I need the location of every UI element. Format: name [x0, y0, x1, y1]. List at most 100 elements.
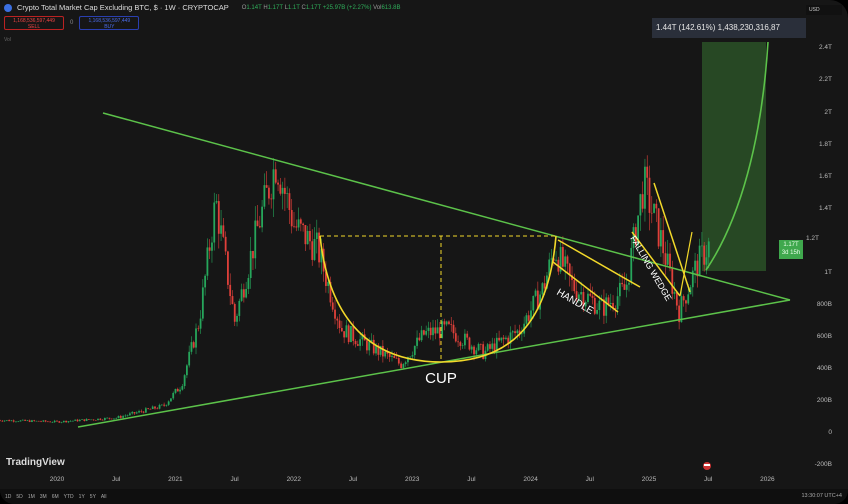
candle[interactable] — [525, 315, 528, 324]
candle[interactable] — [97, 418, 99, 421]
candle[interactable] — [429, 327, 432, 336]
candle[interactable] — [402, 364, 405, 369]
projection-curve[interactable] — [705, 41, 769, 271]
candle[interactable] — [83, 419, 86, 421]
candle[interactable] — [8, 420, 11, 422]
candle[interactable] — [486, 344, 489, 351]
candle[interactable] — [315, 232, 318, 240]
candle[interactable] — [334, 309, 336, 319]
candle[interactable] — [614, 308, 617, 310]
candle[interactable] — [425, 330, 428, 335]
candle[interactable] — [249, 250, 252, 279]
candle[interactable] — [329, 281, 332, 303]
candle[interactable] — [233, 303, 236, 322]
candle[interactable] — [468, 337, 471, 350]
candle[interactable] — [598, 300, 601, 311]
candle[interactable] — [309, 230, 311, 242]
candle[interactable] — [641, 194, 644, 209]
symbol-title[interactable]: Crypto Total Market Cap Excluding BTC, $… — [17, 3, 229, 12]
candle[interactable] — [179, 389, 181, 392]
candle[interactable] — [172, 392, 175, 399]
candle[interactable] — [675, 292, 678, 306]
candle[interactable] — [534, 290, 537, 296]
candle[interactable] — [370, 339, 373, 342]
candle[interactable] — [201, 287, 204, 319]
candle[interactable] — [639, 194, 642, 216]
candle[interactable] — [682, 296, 685, 301]
wedge-lower-line[interactable] — [631, 231, 681, 297]
candle[interactable] — [407, 357, 409, 363]
candle[interactable] — [331, 302, 334, 310]
candle[interactable] — [509, 332, 512, 344]
candle[interactable] — [689, 287, 692, 295]
candle[interactable] — [142, 411, 145, 413]
cup-arc[interactable] — [319, 235, 557, 363]
candle[interactable] — [10, 420, 13, 422]
candle[interactable] — [680, 296, 683, 323]
candle[interactable] — [452, 324, 455, 334]
candle[interactable] — [110, 418, 113, 420]
candle[interactable] — [368, 341, 371, 351]
candle[interactable] — [393, 355, 396, 359]
candle[interactable] — [115, 417, 118, 419]
candle[interactable] — [206, 247, 209, 276]
candle[interactable] — [491, 343, 494, 349]
candle[interactable] — [44, 420, 47, 422]
candle[interactable] — [520, 333, 523, 335]
candle[interactable] — [461, 345, 464, 346]
candle[interactable] — [101, 419, 104, 421]
candle[interactable] — [546, 275, 548, 289]
candle[interactable] — [648, 177, 651, 213]
candle[interactable] — [703, 245, 706, 265]
candle[interactable] — [67, 421, 70, 423]
candle[interactable] — [698, 245, 701, 277]
candle[interactable] — [564, 256, 567, 267]
candle[interactable] — [213, 202, 216, 243]
candle[interactable] — [208, 247, 211, 251]
candle[interactable] — [609, 302, 612, 304]
candle[interactable] — [211, 242, 213, 251]
candle[interactable] — [311, 241, 314, 260]
candle[interactable] — [630, 247, 633, 283]
candle[interactable] — [190, 342, 193, 352]
candle[interactable] — [258, 226, 261, 228]
candle[interactable] — [694, 260, 696, 271]
candle[interactable] — [94, 420, 97, 421]
candle[interactable] — [596, 310, 598, 314]
candle[interactable] — [416, 337, 418, 346]
candle[interactable] — [379, 345, 382, 355]
candle[interactable] — [502, 337, 505, 340]
candle[interactable] — [133, 412, 136, 414]
candle[interactable] — [49, 421, 52, 423]
candle[interactable] — [441, 321, 444, 339]
candle[interactable] — [144, 408, 147, 413]
candle[interactable] — [318, 232, 320, 263]
support-trendline[interactable] — [77, 299, 791, 428]
candle[interactable] — [375, 345, 377, 354]
candle[interactable] — [313, 239, 316, 260]
candle[interactable] — [352, 326, 355, 341]
candle[interactable] — [12, 420, 15, 422]
candle[interactable] — [354, 340, 357, 345]
candle[interactable] — [669, 253, 671, 269]
candle[interactable] — [81, 419, 83, 420]
candle[interactable] — [37, 420, 40, 422]
candle[interactable] — [493, 343, 496, 353]
candle[interactable] — [536, 290, 539, 310]
candle[interactable] — [464, 333, 466, 346]
candle[interactable] — [605, 297, 608, 316]
candle[interactable] — [270, 198, 273, 200]
handle-lower-line[interactable] — [552, 261, 619, 313]
candle[interactable] — [450, 324, 453, 325]
clock[interactable]: 13:30:07 UTC+4 — [801, 493, 842, 499]
candle[interactable] — [550, 258, 553, 260]
candle[interactable] — [457, 341, 459, 343]
candle[interactable] — [443, 321, 446, 325]
candle[interactable] — [268, 187, 270, 199]
candle[interactable] — [514, 331, 516, 334]
candle[interactable] — [158, 404, 161, 409]
range-button-5y[interactable]: 5Y — [89, 493, 96, 500]
candle[interactable] — [685, 300, 687, 304]
candle[interactable] — [176, 388, 179, 392]
